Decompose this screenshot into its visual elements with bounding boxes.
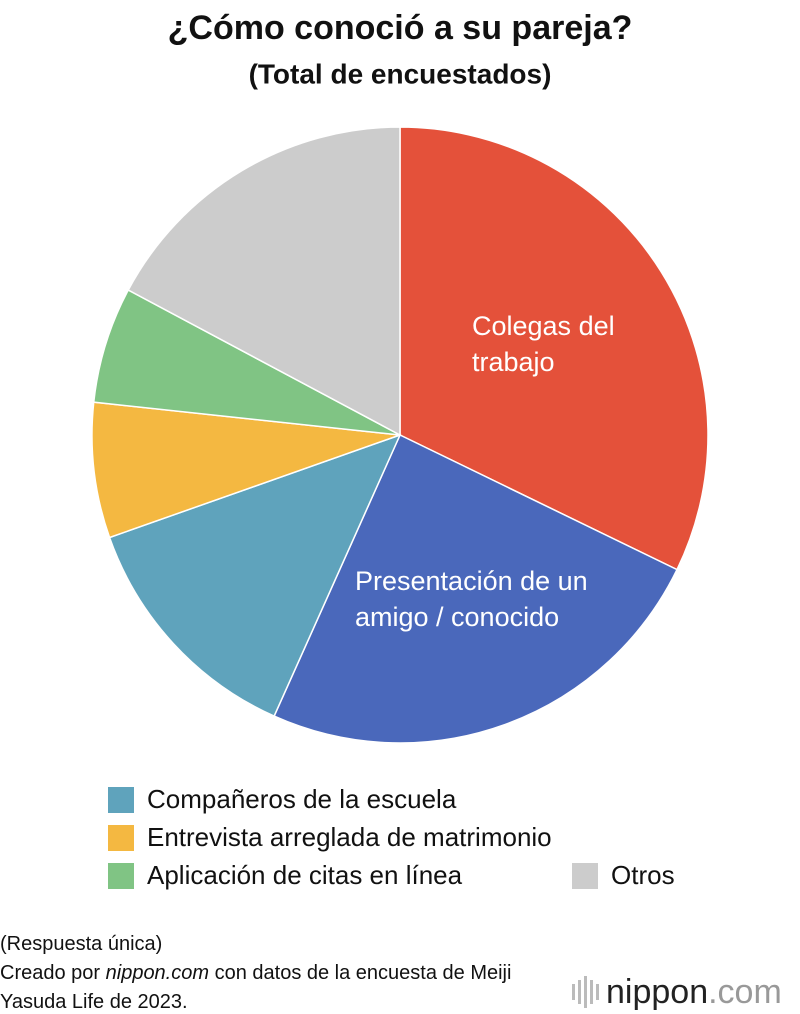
logo: nippon.com: [606, 973, 782, 1011]
source-text: Creado por: [0, 962, 106, 984]
logo-domain: .com: [708, 973, 782, 1011]
legend-swatch: [108, 787, 134, 813]
slice-label: Presentación de un amigo / conocido: [355, 566, 588, 632]
legend-label: Otros: [611, 860, 675, 890]
legend-swatch: [108, 825, 134, 851]
slice-label: Colegas del trabajo: [472, 311, 615, 377]
note: (Respuesta única): [0, 933, 163, 955]
logo-icon: [572, 976, 599, 1008]
pie-slice: [92, 289, 401, 436]
legend-label: Aplicación de citas en línea: [147, 860, 463, 890]
source-text: con datos de la encuesta de Meiji Yasuda…: [0, 962, 512, 1013]
legend-label: Entrevista arreglada de matrimonio: [147, 822, 552, 852]
pie-slice: [399, 126, 709, 571]
footer: (Respuesta única) Creado por nippon.com …: [0, 930, 560, 1014]
pie-slice: [273, 433, 679, 744]
pie-slice: [127, 126, 401, 437]
logo-name: nippon: [606, 973, 708, 1011]
legend-label: Compañeros de la escuela: [147, 784, 457, 814]
chart-title: ¿Cómo conoció a su pareja?: [168, 9, 633, 47]
source-site: nippon.com: [105, 962, 210, 984]
chart-subtitle: (Total de encuestados): [249, 58, 552, 89]
pie-slice: [91, 401, 401, 539]
legend-swatch: [108, 863, 134, 889]
pie-slice: [108, 433, 402, 718]
legend-swatch: [572, 863, 598, 889]
source: Creado por nippon.com con datos de la en…: [0, 959, 560, 1014]
